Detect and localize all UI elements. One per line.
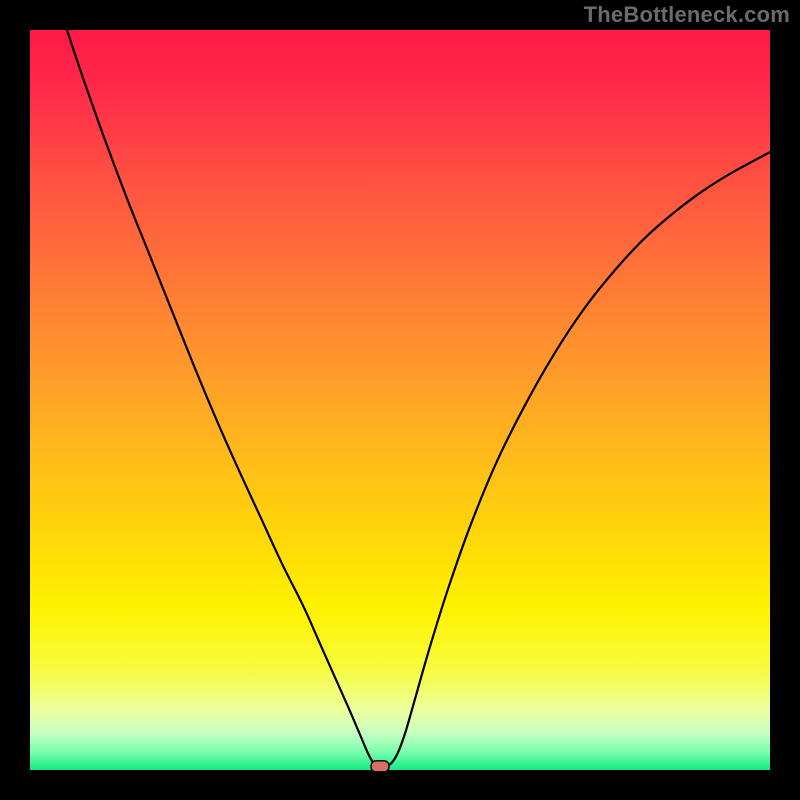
plot-background: [30, 30, 770, 770]
chart-svg: [0, 0, 800, 800]
chart-stage: TheBottleneck.com: [0, 0, 800, 800]
watermark-text: TheBottleneck.com: [584, 2, 790, 28]
optimal-point-marker: [371, 761, 389, 772]
